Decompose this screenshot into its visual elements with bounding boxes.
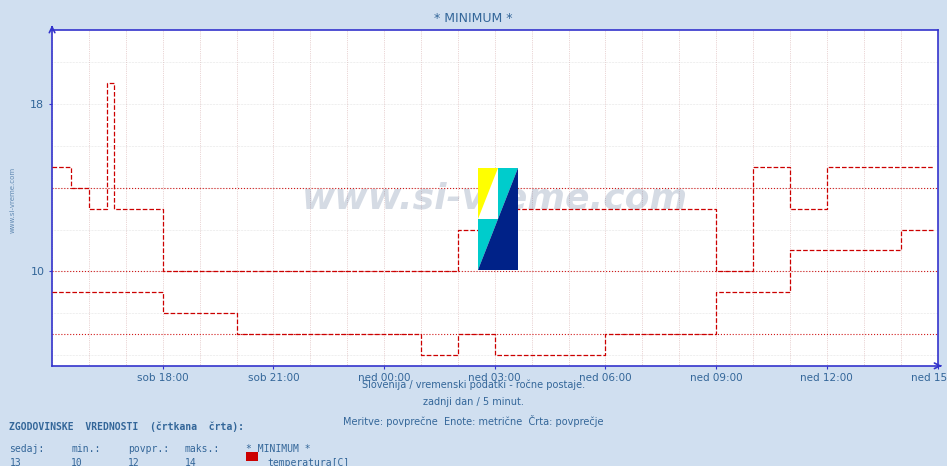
Text: * MINIMUM *: * MINIMUM * [435,12,512,25]
Text: 12: 12 [128,458,139,466]
Text: Meritve: povprečne  Enote: metrične  Črta: povprečje: Meritve: povprečne Enote: metrične Črta:… [343,415,604,427]
Text: povpr.:: povpr.: [128,444,169,454]
Text: 13: 13 [9,458,21,466]
Text: www.si-vreme.com: www.si-vreme.com [302,181,688,215]
Text: www.si-vreme.com: www.si-vreme.com [9,167,15,233]
Text: sedaj:: sedaj: [9,444,45,454]
Text: zadnji dan / 5 minut.: zadnji dan / 5 minut. [423,397,524,407]
Text: ZGODOVINSKE  VREDNOSTI  (črtkana  črta):: ZGODOVINSKE VREDNOSTI (črtkana črta): [9,422,244,432]
Polygon shape [478,168,518,270]
Text: Slovenija / vremenski podatki - ročne postaje.: Slovenija / vremenski podatki - ročne po… [362,380,585,391]
Text: min.:: min.: [71,444,100,454]
Polygon shape [478,168,498,219]
Text: temperatura[C]: temperatura[C] [267,458,349,466]
Text: * MINIMUM *: * MINIMUM * [246,444,311,454]
Text: 10: 10 [71,458,82,466]
Text: maks.:: maks.: [185,444,220,454]
Polygon shape [478,168,518,270]
Text: 14: 14 [185,458,196,466]
